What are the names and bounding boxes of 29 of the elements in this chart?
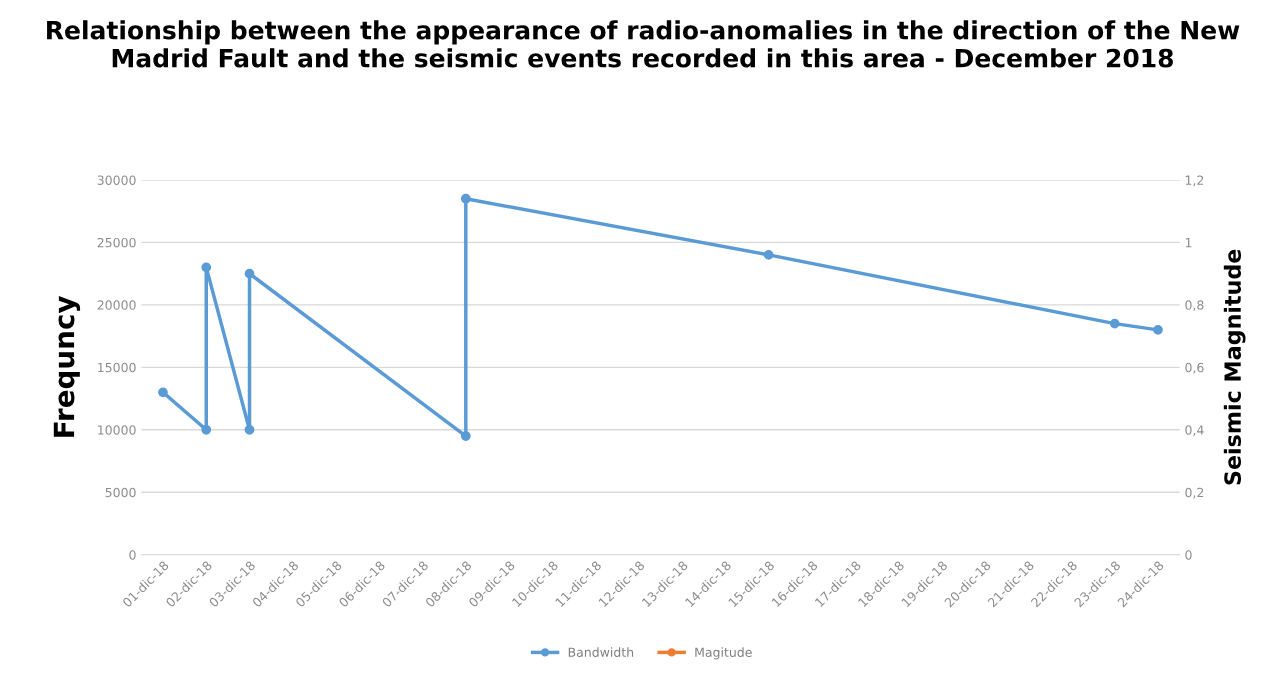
point [1153,324,1163,335]
point [460,193,471,204]
y2-tick-label: 0,2 [1185,487,1204,499]
point [201,424,212,435]
y-tick-label: 30000 [97,175,136,185]
point [201,262,212,273]
point [244,268,255,279]
point [1109,318,1120,329]
y-tick-label: 5000 [105,487,136,498]
chart-title: Relationship between the appearance of radio-anomalies in the direction of the New Madrid Fault and the seismic events recorded in this area - December 2018 [47,20,1240,68]
y-axis-title: Frequncy [53,295,81,437]
y-tick-label: 0 [129,550,136,560]
legend-label: Magitude [695,647,752,660]
y2-tick-label: 0,4 [1185,425,1204,436]
y2-tick-label: 0 [1185,550,1192,560]
y-tick-label: 15000 [98,362,136,373]
legend-label: Bandwidth [568,647,634,657]
y2-tick-label: 1,2 [1185,175,1204,187]
y-tick-label: 25000 [97,237,136,248]
y2-tick-label: 1 [1185,238,1192,248]
point [244,424,255,435]
point [158,387,168,398]
y2-axis-title: Seismic Magnitude [1223,249,1246,485]
y2-tick-label: 0,8 [1185,300,1204,312]
point [460,431,471,441]
y-tick-label: 20000 [97,300,136,310]
y-tick-label: 10000 [98,425,136,435]
point [763,250,774,260]
y2-tick-label: 0,6 [1185,362,1204,374]
